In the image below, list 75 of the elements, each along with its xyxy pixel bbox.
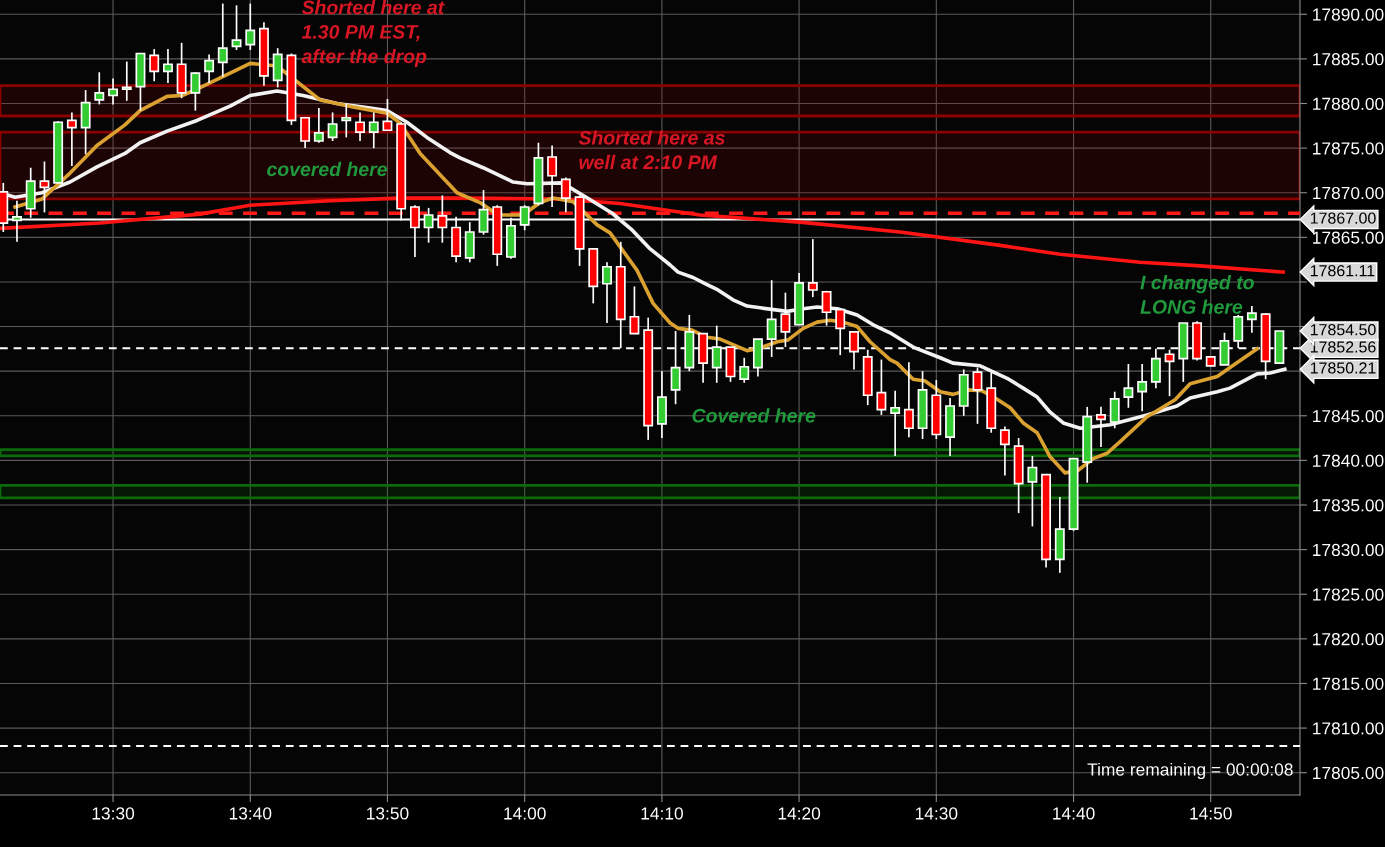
candlestick [1027,455,1038,528]
candlestick [341,102,352,139]
y-tick-label: 17825.00 [1313,588,1384,601]
candlestick [245,2,256,51]
y-tick-label: 17815.00 [1313,677,1384,690]
x-tick-label: 13:40 [229,807,272,820]
candlestick [108,77,118,106]
y-tick-label: 17820.00 [1313,633,1384,646]
y-tick-label: 17845.00 [1313,409,1384,423]
annotation: Shorted here at 1.30 PM EST, after the drop [301,0,445,68]
x-tick-label: 13:30 [92,807,135,820]
candlestick [94,71,105,106]
candlestick [890,389,901,457]
x-tick-label: 14:40 [1053,807,1095,820]
candlestick [313,107,324,144]
y-tick-label: 17840.00 [1313,454,1384,467]
data-label: 17850.21 [1310,362,1376,374]
candlestick [1109,390,1120,430]
text: 17854.50 [1310,324,1376,336]
candlestick [1137,363,1148,413]
x-tick-label: 14:10 [641,807,683,820]
candlestick [300,116,311,149]
candlestick [1246,305,1257,334]
candlestick [602,261,612,324]
candlestick [903,361,914,439]
candlestick [327,111,338,142]
candlestick [368,111,379,149]
candlestick [999,425,1010,477]
x-tick-label: 13:50 [367,807,409,820]
candlestick [1164,348,1175,397]
candlestick [1123,363,1134,409]
candlestick [149,48,160,83]
x-tick-label: 14:50 [1190,807,1232,820]
x-tick-label: 14:30 [915,807,958,820]
candlestick [66,111,77,167]
annotation: Shorted here as well at 2:10 PM [578,130,725,170]
y-tick-label: 17880.00 [1313,97,1384,110]
ref-line-label: 17852.56 [1310,341,1376,353]
candlestick [876,358,887,416]
y-tick-label: 17835.00 [1313,499,1384,512]
y-tick-label: 17890.00 [1313,8,1384,21]
candlestick [1150,348,1161,389]
y-tick-label: 17875.00 [1313,142,1384,155]
y-tick-label: 17885.00 [1313,53,1384,66]
candlestick [780,291,791,348]
candlestick [121,60,132,102]
y-tick-label: 17810.00 [1313,722,1384,735]
candlestick [204,53,215,84]
candlestick [972,366,983,425]
candlestick [807,238,818,298]
x-tick-label: 14:20 [778,807,821,820]
x-tick-label: 14:00 [504,807,546,820]
candlestick [39,160,50,214]
candlestick [231,4,242,51]
candlestick [190,71,201,112]
annotation: Time remaining = 00:00:08 [1087,762,1293,780]
data-label: 17861.11 [1310,265,1375,277]
candlestick [629,285,640,335]
annotation: covered here [267,161,387,177]
annotation: Covered here [692,408,816,423]
candlestick [355,111,365,142]
candlestick [739,356,750,384]
candlestick [217,2,228,78]
annotation: I changed to LONG here [1140,275,1254,314]
y-tick-label: 17865.00 [1313,231,1384,244]
candlestick [821,290,832,327]
candlestick [162,48,173,84]
y-tick-label: 17830.00 [1313,543,1384,557]
candlestick [547,144,558,208]
ref-line-label: 17867.00 [1310,212,1376,224]
candlestick [1096,406,1106,448]
y-tick-label: 17870.00 [1313,186,1384,200]
candlestick [560,176,571,214]
y-tick-label: 17805.00 [1313,766,1384,780]
candlestick [382,98,393,132]
